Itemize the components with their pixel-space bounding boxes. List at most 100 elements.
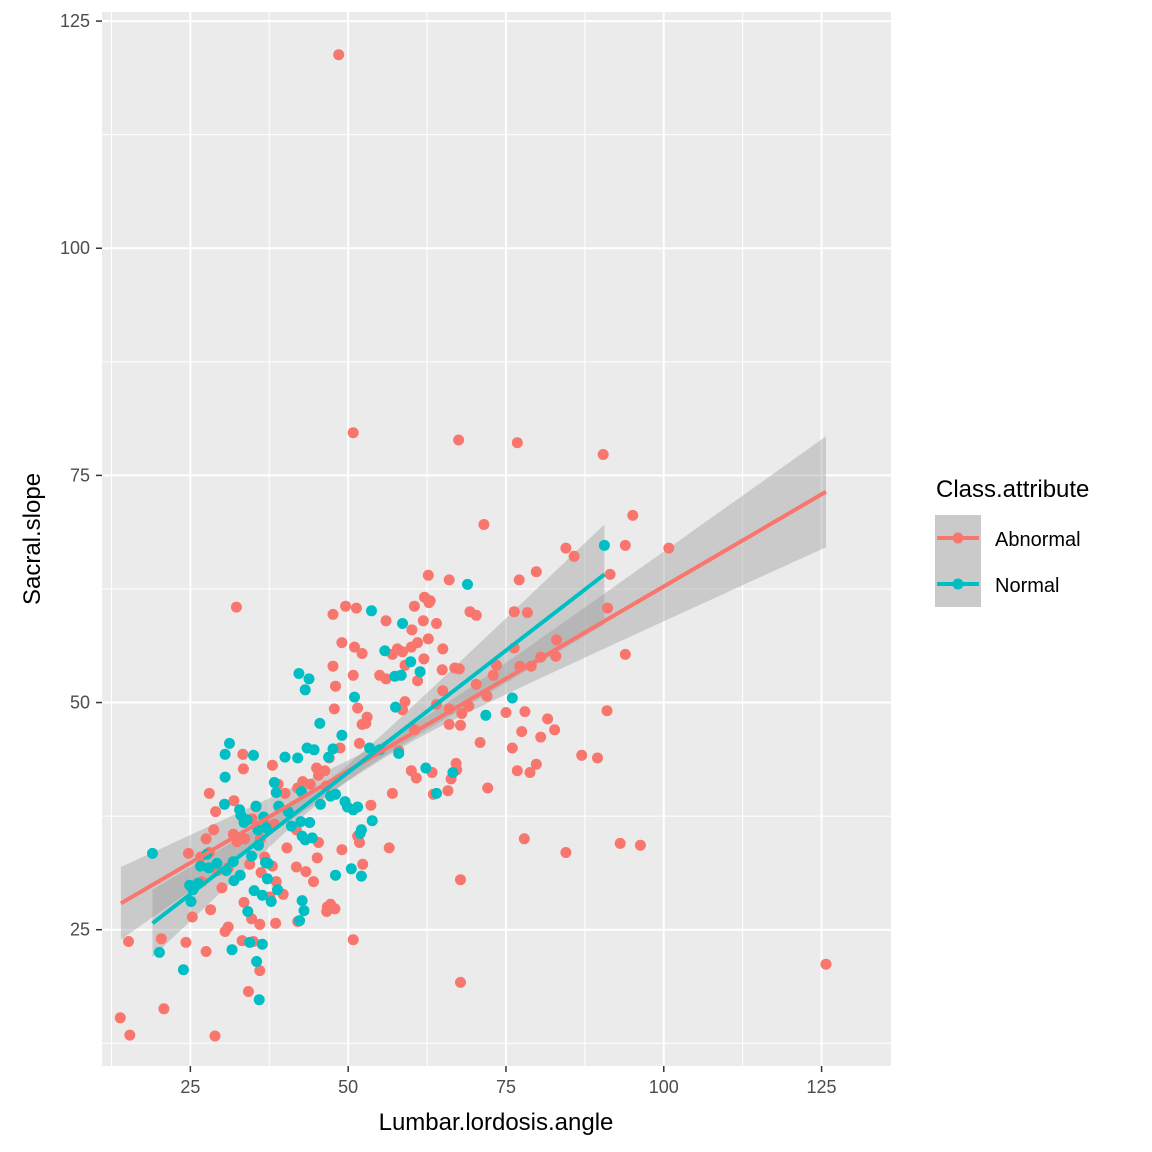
point-abnormal (491, 659, 502, 671)
point-abnormal (365, 799, 377, 811)
point-abnormal (186, 911, 198, 923)
point-abnormal (437, 685, 449, 697)
point-abnormal (619, 539, 631, 551)
point-normal (261, 873, 273, 885)
point-normal (306, 832, 318, 844)
point-abnormal (228, 795, 240, 807)
point-normal (330, 869, 341, 881)
point-abnormal (327, 608, 339, 620)
y-tick-label: 50 (70, 693, 90, 713)
point-normal (234, 804, 246, 816)
point-abnormal (455, 874, 466, 886)
point-abnormal (474, 737, 486, 748)
point-abnormal (347, 427, 359, 439)
point-abnormal (453, 434, 465, 446)
point-normal (379, 645, 391, 657)
x-axis: 25 50 75 100 125 (180, 1066, 837, 1097)
point-normal (248, 885, 260, 897)
point-normal (303, 673, 315, 685)
point-normal (420, 762, 432, 774)
point-normal (390, 701, 401, 713)
point-normal (405, 656, 417, 668)
point-normal (293, 668, 305, 679)
point-abnormal (205, 904, 217, 916)
point-abnormal (208, 824, 220, 836)
point-abnormal (478, 519, 490, 530)
trend-line-abnormal (119, 490, 827, 906)
point-normal (366, 605, 377, 617)
plot-panel (102, 12, 891, 1066)
point-abnormal (352, 702, 364, 714)
point-normal (256, 938, 268, 950)
trend-line-normal (151, 572, 606, 925)
point-normal (260, 822, 272, 834)
legend-label-normal: Normal (995, 575, 1059, 597)
point-abnormal (124, 1029, 136, 1041)
point-abnormal (237, 748, 249, 760)
point-abnormal (290, 861, 302, 873)
y-tick-label: 125 (60, 11, 90, 31)
point-abnormal (349, 641, 360, 653)
point-normal (265, 896, 277, 907)
point-abnormal (386, 787, 398, 799)
point-abnormal (455, 976, 466, 988)
point-normal (219, 798, 230, 810)
point-normal (262, 857, 274, 869)
point-abnormal (336, 637, 348, 649)
point-normal (355, 824, 367, 836)
point-abnormal (442, 785, 454, 797)
point-abnormal (519, 706, 531, 718)
point-abnormal (627, 509, 639, 521)
point-abnormal (311, 762, 323, 774)
point-abnormal (399, 696, 411, 708)
point-normal (279, 751, 291, 763)
grid-minor (102, 12, 891, 1066)
point-abnormal (634, 839, 646, 851)
point-normal (241, 814, 253, 826)
point-abnormal (244, 858, 256, 870)
point-normal (349, 691, 360, 703)
point-abnormal (270, 876, 282, 888)
point-normal (294, 915, 306, 927)
point-abnormal (464, 606, 476, 618)
point-normal (226, 944, 238, 956)
point-abnormal (180, 936, 192, 948)
legend-label-abnormal: Abnormal (995, 529, 1081, 551)
point-abnormal (423, 597, 435, 609)
point-abnormal (183, 847, 194, 859)
point-normal (268, 777, 280, 788)
point-abnormal (663, 542, 675, 554)
y-tick-label: 100 (60, 238, 90, 258)
point-abnormal (506, 742, 518, 754)
point-abnormal (357, 858, 369, 870)
point-normal (292, 752, 304, 764)
point-abnormal (549, 724, 561, 736)
x-tick-label: 75 (496, 1077, 516, 1097)
point-abnormal (410, 772, 422, 784)
y-axis: 25 50 75 100 125 (60, 11, 102, 940)
point-abnormal (604, 568, 616, 580)
legend-item-normal: Normal (935, 561, 1059, 607)
point-abnormal (405, 641, 417, 653)
point-normal (299, 684, 311, 696)
point-abnormal (200, 833, 212, 845)
point-abnormal (356, 648, 368, 659)
point-abnormal (551, 634, 562, 646)
x-tick-label: 25 (180, 1077, 200, 1097)
point-abnormal (123, 936, 134, 947)
point-abnormal (431, 618, 442, 629)
point-normal (366, 815, 378, 827)
x-tick-label: 100 (649, 1077, 679, 1097)
point-abnormal (500, 707, 512, 718)
point-abnormal (417, 615, 429, 627)
point-abnormal (328, 703, 340, 715)
point-abnormal (209, 1030, 221, 1042)
point-abnormal (360, 717, 372, 729)
point-abnormal (470, 678, 482, 690)
point-abnormal (300, 866, 312, 878)
point-abnormal (321, 906, 333, 917)
point-abnormal (210, 806, 222, 818)
point-abnormal (336, 844, 348, 856)
point-abnormal (380, 673, 392, 685)
